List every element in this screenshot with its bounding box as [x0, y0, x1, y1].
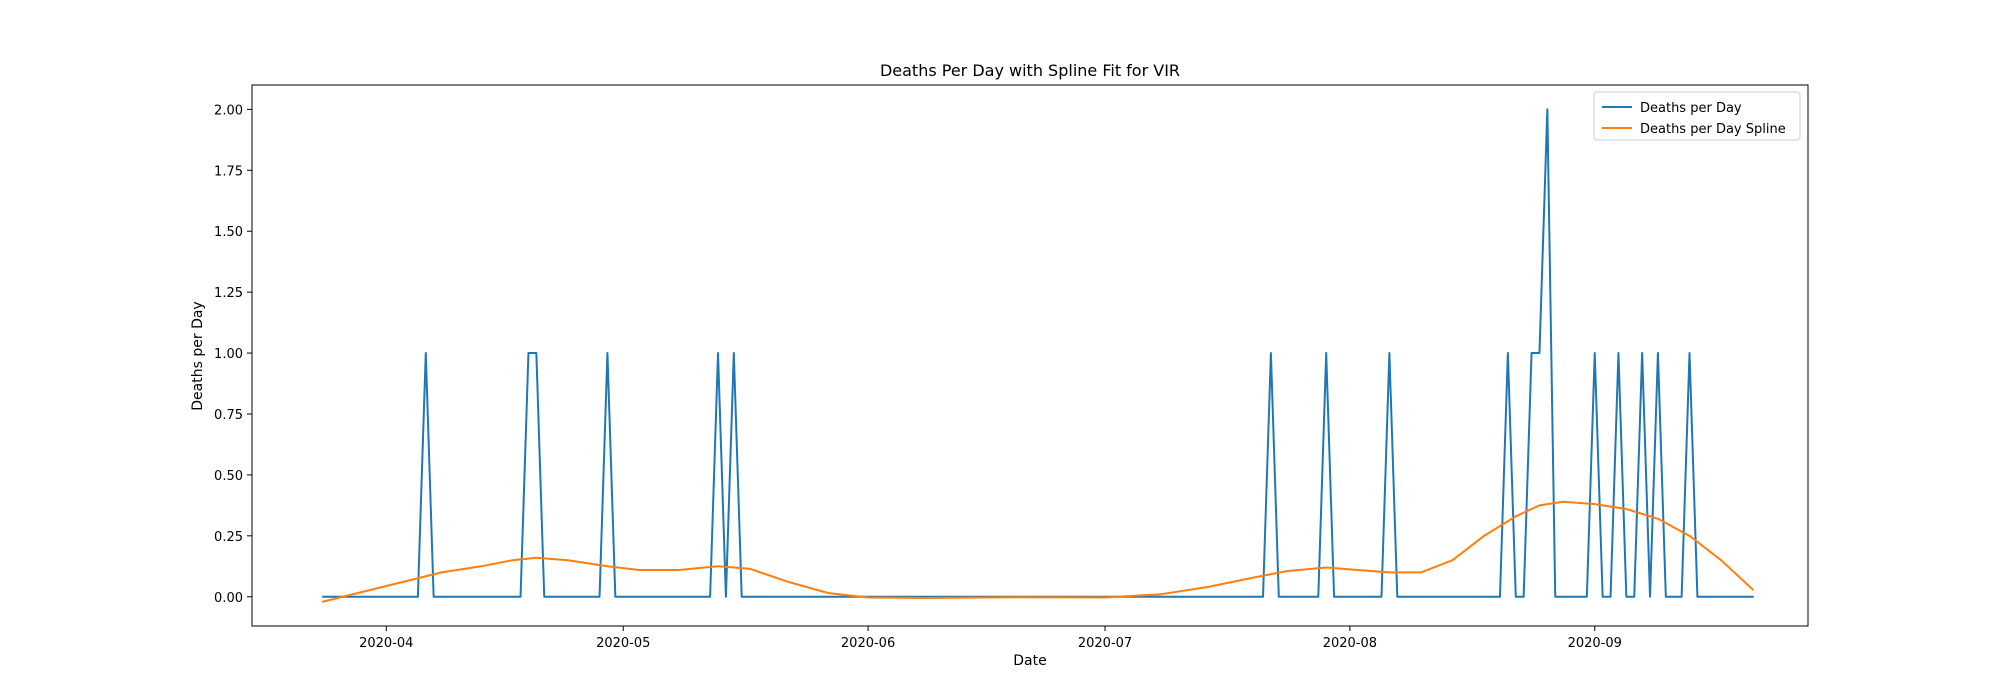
y-tick-label: 0.50: [214, 469, 243, 484]
x-tick-label: 2020-06: [841, 636, 895, 651]
x-tick-label: 2020-05: [596, 636, 650, 651]
y-tick-label: 0.00: [214, 591, 243, 606]
legend-label-1: Deaths per Day: [1640, 101, 1742, 116]
plot-area: 2020-04 2020-05 2020-06 2020-07 2020-08 2020-…: [214, 84, 1809, 651]
series-line-1: [322, 108, 1754, 598]
legend-label-2: Deaths per Day Spline: [1640, 122, 1786, 137]
series-line-2: [321, 500, 1755, 603]
y-tick-label: 1.75: [214, 164, 243, 179]
x-tick-label: 2020-07: [1078, 636, 1132, 651]
x-tick-label: 2020-09: [1568, 636, 1622, 651]
x-axis-label: Date: [1013, 653, 1046, 669]
y-tick-label: 1.50: [214, 225, 243, 240]
chart-title: Deaths Per Day with Spline Fit for VIR: [880, 61, 1180, 80]
y-tick-label: 0.75: [214, 408, 243, 423]
legend: Deaths per Day Deaths per Day Spline: [1593, 91, 1801, 141]
legend-box: [1593, 91, 1801, 141]
y-tick-label: 0.25: [214, 530, 243, 545]
x-tick-label: 2020-08: [1323, 636, 1377, 651]
y-tick-label: 2.00: [214, 103, 243, 118]
y-tick-label: 1.00: [214, 347, 243, 362]
y-axis-label: Deaths per Day: [190, 301, 206, 410]
x-tick-label: 2020-04: [359, 636, 413, 651]
plot-frame: [251, 84, 1809, 627]
y-tick-label: 1.25: [214, 286, 243, 301]
